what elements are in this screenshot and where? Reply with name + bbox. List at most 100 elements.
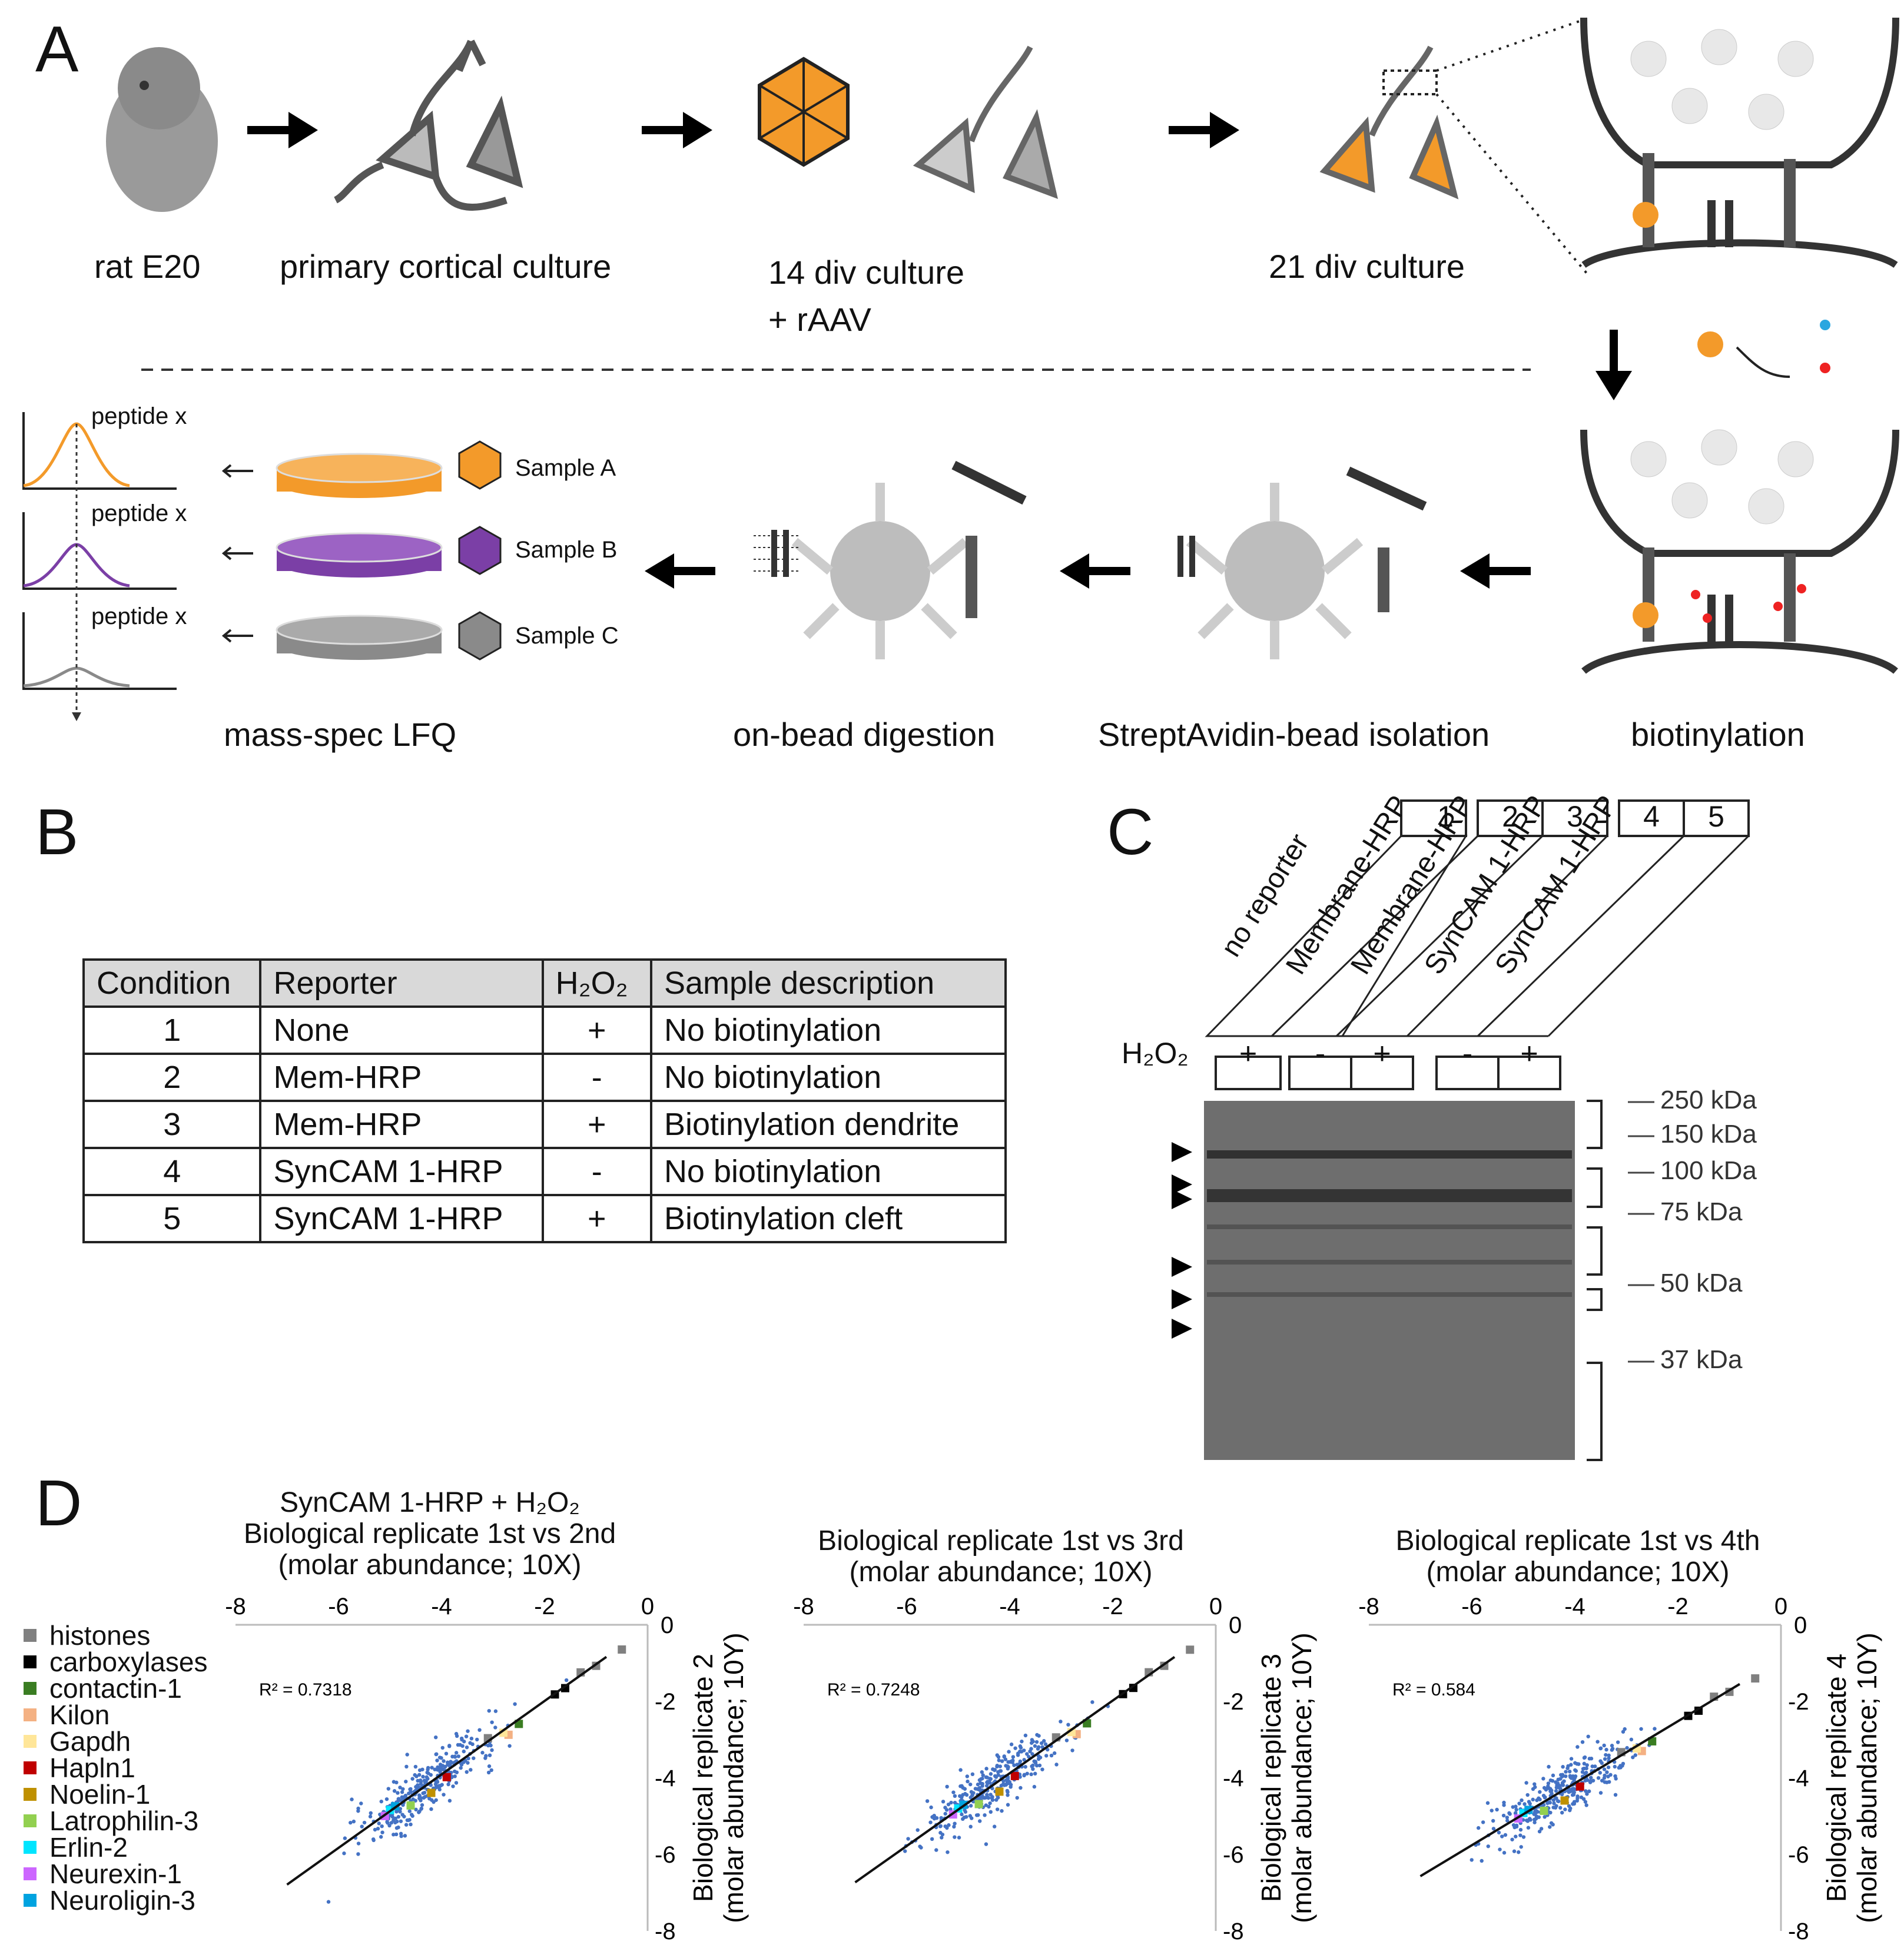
data-point [1491, 1827, 1496, 1831]
data-point [953, 1821, 957, 1826]
data-point [407, 1791, 411, 1796]
data-point [1030, 1752, 1034, 1756]
data-point [379, 1835, 383, 1839]
data-point [946, 1850, 950, 1854]
data-point [1030, 1764, 1034, 1768]
data-point [368, 1814, 373, 1818]
plot1-title3: (molar abundance; 10X) [278, 1549, 582, 1581]
y-axis-label-units: (molar abundance; 10Y) [1286, 1632, 1317, 1923]
data-point [440, 1767, 445, 1771]
data-point [1526, 1826, 1531, 1830]
data-point [1501, 1813, 1506, 1818]
data-point [423, 1794, 427, 1799]
data-point [1569, 1757, 1574, 1761]
data-point [1605, 1770, 1609, 1774]
data-point [1485, 1801, 1490, 1805]
data-point [1573, 1776, 1577, 1780]
data-point [1584, 1766, 1588, 1771]
data-point [1510, 1837, 1514, 1841]
step-primary-culture: primary cortical culture [280, 248, 612, 285]
peptide-label-a: peptide x [91, 403, 187, 429]
cell: 4 [82, 1147, 262, 1196]
data-point [483, 1756, 487, 1760]
data-point [960, 1812, 964, 1817]
cell: + [541, 1005, 652, 1055]
data-point [453, 1774, 457, 1778]
data-point [1022, 1758, 1026, 1762]
data-point [1041, 1739, 1046, 1743]
blot-membrane [1204, 1101, 1575, 1460]
data-point [1517, 1801, 1521, 1806]
data-point [1521, 1835, 1526, 1839]
data-point [1585, 1778, 1590, 1783]
y-tick-label: -6 [1223, 1842, 1244, 1868]
data-point [1587, 1789, 1591, 1793]
data-point [1595, 1740, 1600, 1744]
data-point [1621, 1730, 1626, 1734]
data-point [1500, 1834, 1504, 1838]
data-point [1550, 1778, 1555, 1783]
data-point [409, 1822, 413, 1827]
step-biotinylation: biotinylation [1631, 716, 1805, 753]
small-capsid-icons [458, 440, 502, 661]
data-point [1548, 1825, 1552, 1829]
data-point [987, 1780, 992, 1785]
data-point [419, 1796, 423, 1800]
data-point [356, 1841, 361, 1846]
regression-line [1419, 1682, 1741, 1877]
legend-label: Noelin-1 [49, 1778, 151, 1810]
data-point [943, 1811, 947, 1816]
data-point [1548, 1800, 1552, 1805]
cell: + [541, 1100, 652, 1149]
data-point [1025, 1752, 1029, 1756]
marker-75: 75 kDa [1660, 1197, 1743, 1226]
legend-label: Hapln1 [49, 1752, 135, 1783]
data-point [1616, 1740, 1620, 1744]
data-point [422, 1790, 427, 1795]
data-point [1537, 1815, 1541, 1819]
data-point [1621, 1761, 1626, 1766]
data-point [1025, 1771, 1029, 1776]
data-point [1029, 1772, 1033, 1777]
data-point [990, 1798, 995, 1802]
x-tick-label: -8 [1358, 1594, 1379, 1620]
data-point [947, 1823, 951, 1827]
x-tick-label: -4 [999, 1594, 1020, 1620]
data-point [1054, 1763, 1059, 1767]
data-point [958, 1794, 962, 1798]
r-squared-label: R² = 0.7318 [259, 1680, 352, 1700]
data-point [326, 1900, 331, 1904]
data-point [376, 1827, 380, 1831]
data-point [940, 1833, 945, 1837]
h2o2-label: H₂O₂ [1122, 1037, 1189, 1070]
data-point [1587, 1757, 1592, 1761]
data-point [373, 1827, 377, 1832]
data-point [925, 1799, 930, 1803]
data-point [392, 1833, 396, 1837]
panel-b-letter: B [35, 796, 79, 868]
data-point [1574, 1769, 1578, 1773]
data-point [1505, 1816, 1510, 1820]
data-point [1625, 1745, 1629, 1750]
data-point [351, 1819, 356, 1824]
data-point [965, 1774, 970, 1778]
data-point [981, 1773, 985, 1777]
cell: + [541, 1194, 652, 1243]
data-point [433, 1767, 437, 1771]
data-point [1066, 1723, 1070, 1727]
data-point [1598, 1791, 1603, 1795]
data-point [438, 1763, 443, 1767]
highlight-point [1540, 1806, 1548, 1815]
legend-label: Neurexin-1 [49, 1858, 182, 1889]
data-point [1036, 1745, 1041, 1749]
data-point [1561, 1765, 1565, 1769]
lane-number-3: 3 [1567, 800, 1583, 833]
r-squared-label: R² = 0.584 [1392, 1680, 1475, 1700]
data-point [342, 1851, 346, 1856]
data-point [1543, 1815, 1547, 1819]
synapse-diagram-bottom-icon [1580, 429, 1899, 674]
data-point [425, 1770, 429, 1775]
data-point [1018, 1759, 1023, 1764]
data-point [963, 1791, 967, 1796]
data-point [1598, 1771, 1602, 1775]
